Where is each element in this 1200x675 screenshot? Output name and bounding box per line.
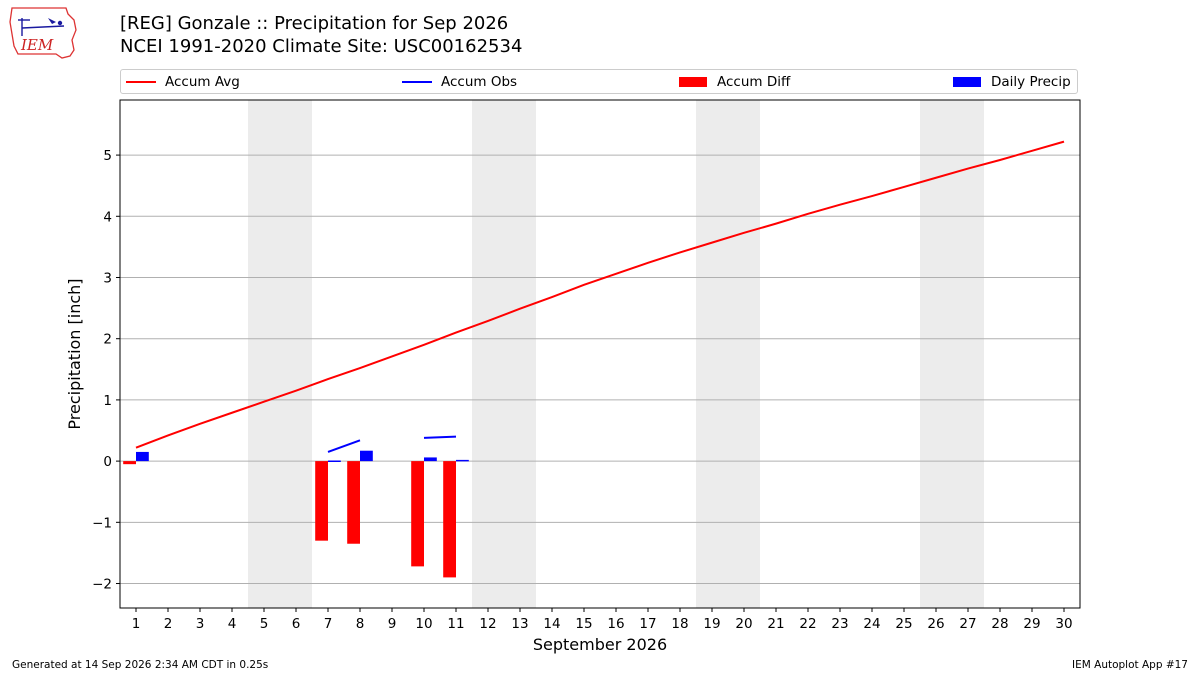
xtick-label-7: 7 xyxy=(324,616,333,632)
xtick-label-12: 12 xyxy=(479,616,496,632)
xtick-label-23: 23 xyxy=(831,616,848,632)
legend-label-accum-avg: Accum Avg xyxy=(165,73,240,90)
daily-precip-bar-day-1 xyxy=(136,451,149,462)
weekend-shade-1 xyxy=(472,100,536,608)
xtick-label-17: 17 xyxy=(639,616,656,632)
ytick-label-0: −2 xyxy=(92,577,112,593)
ytick-label-1: −1 xyxy=(92,515,112,531)
x-axis-label: September 2026 xyxy=(533,635,667,654)
title-line-1: [REG] Gonzale :: Precipitation for Sep 2… xyxy=(120,13,509,34)
xtick-label-6: 6 xyxy=(292,616,301,632)
xtick-label-29: 29 xyxy=(1023,616,1040,632)
daily-precip-bar-day-11 xyxy=(456,459,469,462)
accum-diff-box-swatch xyxy=(679,76,707,87)
accum-avg-line-swatch xyxy=(126,80,156,83)
ytick-label-6: 4 xyxy=(103,209,112,225)
xtick-label-8: 8 xyxy=(356,616,365,632)
xtick-label-27: 27 xyxy=(959,616,976,632)
xtick-label-24: 24 xyxy=(863,616,880,632)
daily-precip-bar-day-10 xyxy=(424,457,437,462)
accum-obs-segment-1 xyxy=(423,435,457,439)
accum-diff-bar-day-1 xyxy=(123,461,136,465)
legend: Accum Avg Accum Obs Accum Diff Daily Pre… xyxy=(120,69,1078,94)
accum-diff-bar-day-8 xyxy=(347,461,360,544)
xtick-label-25: 25 xyxy=(895,616,912,632)
ytick-label-7: 5 xyxy=(103,148,112,164)
xtick-label-2: 2 xyxy=(164,616,173,632)
xtick-label-14: 14 xyxy=(543,616,560,632)
logo-text: IEM xyxy=(20,36,54,54)
xtick-label-10: 10 xyxy=(415,616,432,632)
xtick-label-15: 15 xyxy=(575,616,592,632)
xtick-label-11: 11 xyxy=(447,616,464,632)
xtick-label-28: 28 xyxy=(991,616,1008,632)
weekend-shade-2 xyxy=(696,100,760,608)
weekend-shade-0 xyxy=(248,100,312,608)
xtick-label-1: 1 xyxy=(132,616,141,632)
iem-logo: IEM xyxy=(9,7,77,59)
legend-label-accum-obs: Accum Obs xyxy=(441,73,518,90)
accum-diff-bar-day-10 xyxy=(411,461,424,567)
xtick-label-20: 20 xyxy=(735,616,752,632)
ytick-label-5: 3 xyxy=(103,270,112,286)
xtick-label-4: 4 xyxy=(228,616,237,632)
xtick-label-30: 30 xyxy=(1055,616,1072,632)
xtick-label-26: 26 xyxy=(927,616,944,632)
xtick-label-9: 9 xyxy=(388,616,397,632)
weekend-shade-3 xyxy=(920,100,984,608)
legend-item-daily-precip: Daily Precip xyxy=(953,70,1071,93)
plot-frame xyxy=(119,99,1081,609)
y-axis-label: Precipitation [inch] xyxy=(65,278,84,429)
accum-avg-line xyxy=(135,140,1065,449)
ytick-label-3: 1 xyxy=(103,393,112,409)
legend-item-accum-obs: Accum Obs xyxy=(402,70,517,93)
legend-label-daily-precip: Daily Precip xyxy=(991,73,1071,90)
xtick-label-21: 21 xyxy=(767,616,784,632)
title-line-2: NCEI 1991-2020 Climate Site: USC00162534 xyxy=(120,36,523,57)
accum-diff-bar-day-11 xyxy=(443,461,456,578)
xtick-label-18: 18 xyxy=(671,616,688,632)
ytick-label-2: 0 xyxy=(103,454,112,470)
chart-title: [REG] Gonzale :: Precipitation for Sep 2… xyxy=(120,12,522,58)
footer-generated: Generated at 14 Sep 2026 2:34 AM CDT in … xyxy=(12,659,269,671)
footer-app-id: IEM Autoplot App #17 xyxy=(1072,659,1188,671)
accum-obs-segment-0 xyxy=(327,439,361,453)
xtick-label-3: 3 xyxy=(196,616,205,632)
legend-label-accum-diff: Accum Diff xyxy=(717,73,791,90)
accum-diff-bar-day-7 xyxy=(315,461,328,541)
legend-item-accum-avg: Accum Avg xyxy=(126,70,240,93)
xtick-label-19: 19 xyxy=(703,616,720,632)
xtick-label-22: 22 xyxy=(799,616,816,632)
xtick-label-5: 5 xyxy=(260,616,269,632)
daily-precip-bar-day-8 xyxy=(360,450,373,462)
xtick-label-13: 13 xyxy=(511,616,528,632)
daily-precip-bar-day-7 xyxy=(328,460,341,462)
xtick-label-16: 16 xyxy=(607,616,624,632)
accum-obs-line-swatch xyxy=(402,80,432,83)
ytick-label-4: 2 xyxy=(103,332,112,348)
daily-precip-box-swatch xyxy=(953,76,981,87)
legend-item-accum-diff: Accum Diff xyxy=(679,70,790,93)
